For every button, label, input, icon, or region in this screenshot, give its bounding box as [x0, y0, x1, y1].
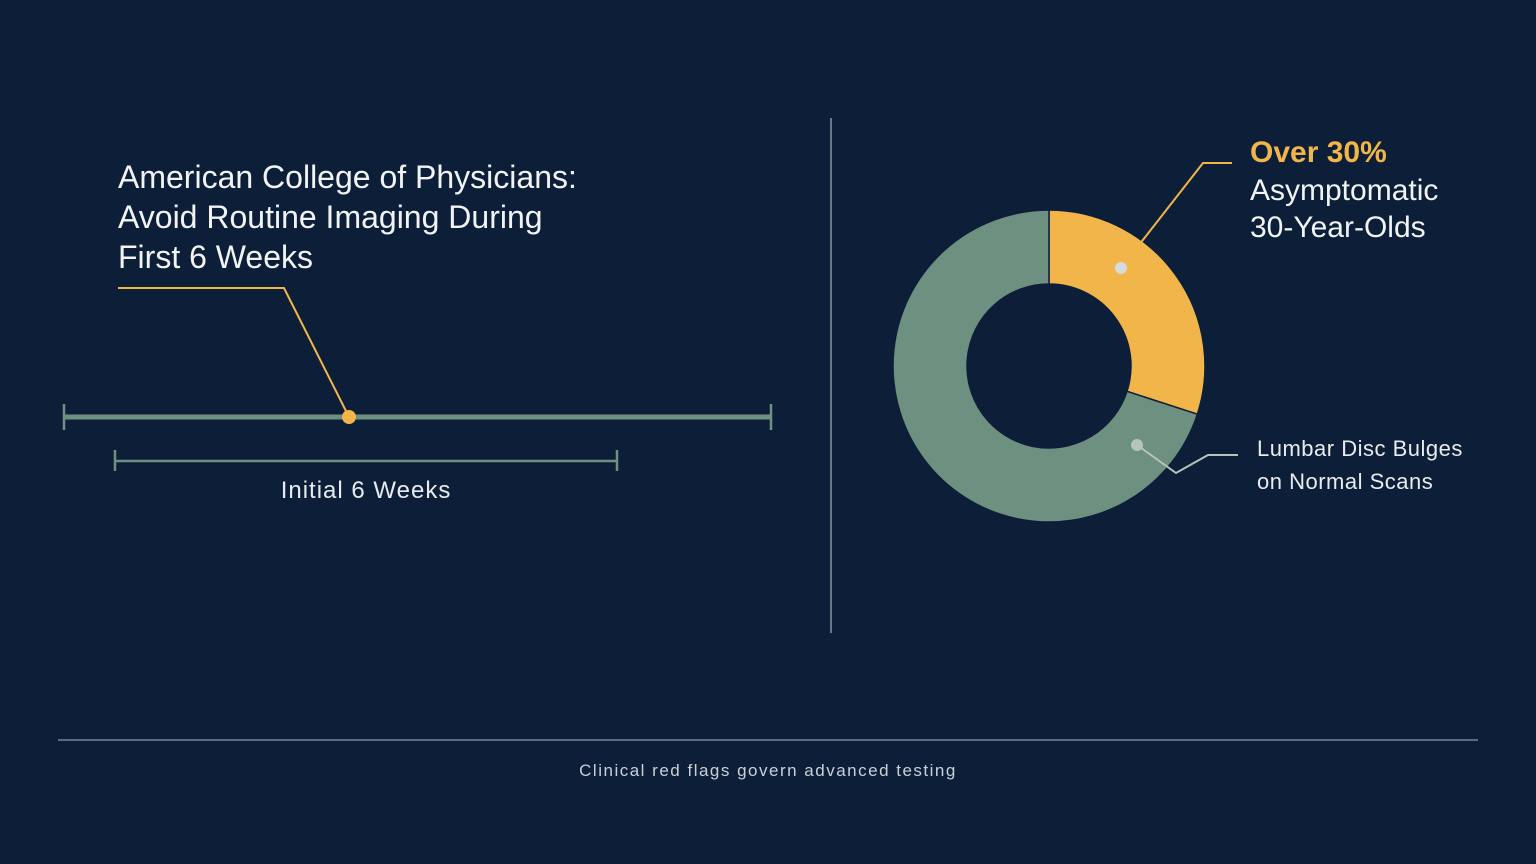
- guideline-marker-dot: [342, 410, 356, 424]
- timeline: [62, 287, 773, 430]
- bulge-leader-dot: [1131, 439, 1143, 451]
- guideline-title-line: American College of Physicians:: [118, 159, 577, 195]
- guideline-leader-line: [118, 287, 350, 418]
- guideline-title-line: First 6 Weeks: [118, 239, 313, 275]
- stat-description-line: Asymptomatic: [1250, 174, 1439, 207]
- guideline-title: American College of Physicians: Avoid Ro…: [118, 157, 678, 277]
- bulge-leader-line: [1136, 444, 1238, 475]
- bulge-label-line: on Normal Scans: [1257, 469, 1434, 494]
- stat-leader-line: [1120, 162, 1232, 269]
- footer-note: Clinical red flags govern advanced testi…: [579, 761, 957, 780]
- stat-description: Asymptomatic 30-Year-Olds: [1250, 172, 1438, 246]
- donut-slice-remainder: [892, 209, 1199, 523]
- stat-value: Over 30%: [1250, 136, 1387, 169]
- initial-window-label: Initial 6 Weeks: [280, 477, 452, 504]
- guideline-title-line: Avoid Routine Imaging During: [118, 199, 543, 235]
- stat-leader-dot: [1115, 262, 1127, 274]
- donut-chart: [892, 209, 1206, 523]
- stat-callout: Over 30% Asymptomatic 30-Year-Olds: [1250, 134, 1438, 246]
- donut-slice-highlight: [1048, 209, 1206, 416]
- six-week-bracket: [113, 450, 619, 471]
- bulge-label-line: Lumbar Disc Bulges: [1257, 436, 1463, 461]
- bulge-callout: Lumbar Disc Bulges on Normal Scans: [1257, 432, 1463, 498]
- stat-description-line: 30-Year-Olds: [1250, 211, 1426, 244]
